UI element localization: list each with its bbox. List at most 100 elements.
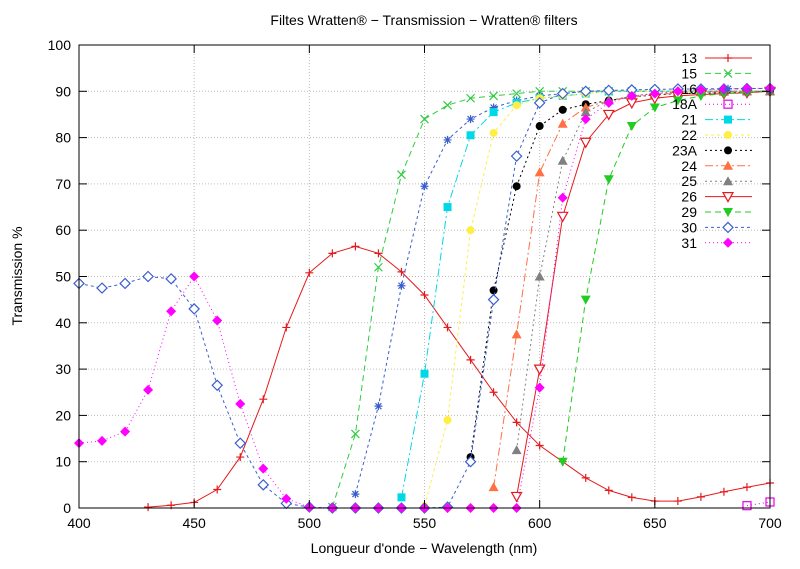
y-tick-label: 0 (63, 500, 71, 516)
legend-marker (723, 68, 733, 78)
data-point (120, 426, 131, 437)
data-point (211, 379, 224, 392)
data-point (719, 487, 728, 496)
legend-entry: 25 (681, 173, 752, 189)
legend-label: 24 (681, 158, 697, 174)
data-point (556, 211, 569, 223)
legend-marker (723, 160, 733, 170)
data-point (350, 429, 360, 439)
data-point (259, 395, 268, 404)
data-point (282, 323, 291, 332)
legend-entry: 15 (681, 65, 752, 81)
data-point (558, 105, 567, 114)
data-point (534, 271, 545, 281)
legend-entry: 29 (681, 204, 752, 220)
tick-labels: 0 10 20 30 40 50 60 70 80 90 100 400 450 500 550 600 650… (48, 37, 782, 531)
data-point (397, 170, 406, 180)
data-point (466, 226, 475, 235)
data-point (374, 402, 383, 411)
data-point (580, 114, 591, 125)
legend-marker (722, 221, 734, 234)
data-point (511, 445, 522, 455)
data-point (649, 103, 660, 113)
data-point (397, 493, 406, 502)
data-point (143, 384, 154, 395)
legend-marker (723, 99, 733, 109)
legend-entry: 16 (681, 81, 752, 97)
data-point (672, 86, 683, 97)
x-tick-label: 700 (758, 515, 782, 531)
legend-marker (723, 237, 733, 248)
y-tick-label: 50 (55, 269, 71, 285)
data-point (649, 88, 660, 99)
data-point (535, 441, 544, 450)
data-point (580, 295, 591, 305)
legend-entry: 23A (672, 142, 752, 158)
data-point (579, 137, 592, 149)
data-point (580, 102, 591, 112)
data-point (443, 323, 452, 332)
data-point (489, 128, 498, 137)
data-point (557, 192, 568, 203)
y-tick-label: 40 (55, 315, 71, 331)
legend-marker (723, 208, 733, 217)
data-point (627, 493, 636, 502)
data-point (580, 107, 591, 117)
series-line (331, 90, 770, 508)
data-point (604, 486, 613, 495)
data-point (603, 175, 614, 185)
chart-title: Filtes Wratten® − Transmission − Wratten… (270, 12, 577, 28)
y-tick-label: 20 (55, 407, 71, 423)
legend-entry: 26 (681, 189, 752, 205)
data-point (557, 457, 568, 467)
data-point (443, 100, 452, 110)
legend-marker (724, 131, 732, 139)
legend-entry: 24 (681, 158, 752, 174)
data-point (534, 382, 545, 393)
data-point (742, 501, 752, 511)
legend-label: 22 (681, 127, 697, 143)
data-point (443, 416, 452, 425)
data-point (581, 473, 590, 482)
data-point (489, 286, 498, 295)
series-31 (74, 83, 775, 513)
data-point (695, 84, 706, 95)
series-line (516, 90, 771, 497)
legend-entry: 31 (681, 235, 752, 251)
legend-entry: 30 (681, 219, 752, 235)
legend-label: 23A (672, 142, 698, 158)
data-point (579, 85, 592, 98)
series-line (424, 90, 770, 507)
x-tick-label: 600 (528, 515, 552, 531)
legend-entry: 21 (681, 112, 752, 128)
legend-marker (724, 146, 732, 155)
y-tick-label: 80 (55, 130, 71, 146)
x-tick-label: 450 (182, 515, 206, 531)
legend-entry: 18A (672, 96, 752, 112)
data-point (374, 249, 383, 258)
data-point (466, 93, 475, 103)
series-line (148, 245, 771, 508)
data-point (351, 242, 360, 251)
data-point (258, 463, 269, 474)
data-point (512, 418, 521, 427)
data-point (420, 369, 429, 378)
data-point (397, 281, 406, 290)
data-point (742, 483, 751, 492)
data-point (535, 122, 544, 131)
data-point (489, 108, 498, 117)
y-axis-label: Transmission % (9, 226, 25, 325)
data-point (489, 388, 498, 397)
data-point (696, 492, 705, 501)
data-point (142, 270, 154, 283)
data-point (511, 329, 522, 339)
legend-label: 16 (681, 81, 697, 97)
data-point (673, 497, 682, 506)
data-point (420, 291, 429, 300)
data-point (466, 131, 475, 140)
x-axis-label: Longueur d'onde − Wavelength (nm) (311, 540, 538, 556)
data-point (351, 490, 360, 499)
legend-label: 25 (681, 173, 697, 189)
legend-marker (724, 54, 732, 62)
